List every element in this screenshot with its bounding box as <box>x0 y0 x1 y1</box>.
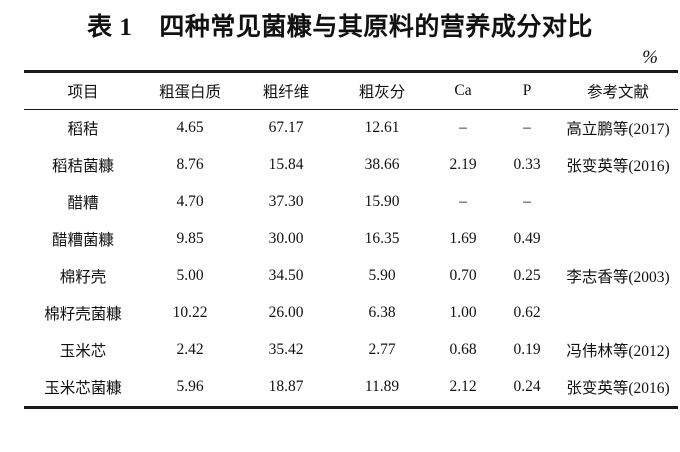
cell-crude-ash: 5.90 <box>368 267 396 284</box>
cell-crude-fiber: 18.87 <box>268 378 304 395</box>
cell-crude-ash: 38.66 <box>364 156 400 173</box>
cell-reference-merged: 李志香等(2003) <box>566 269 670 286</box>
cell-crude-protein: 5.00 <box>176 267 204 284</box>
cell-reference: 高立鹏等(2017) <box>566 121 670 138</box>
table-row: 稻秸菌糠 8.76 15.84 38.66 2.19 0.33 张变英等(201… <box>24 147 678 184</box>
page-title: 表 1 四种常见菌糠与其原料的营养成分对比 <box>87 14 593 41</box>
cell-crude-fiber: 34.50 <box>268 267 304 284</box>
table-row: 棉籽壳 5.00 34.50 5.90 0.70 0.25 <box>24 258 678 295</box>
cell-reference: 冯伟林等(2012) <box>566 343 670 360</box>
cell-crude-protein: 4.65 <box>176 119 204 136</box>
cell-ca: 2.12 <box>449 378 477 395</box>
column-header-p: P <box>522 81 532 99</box>
table-row: 棉籽壳菌糠 10.22 26.00 6.38 1.00 0.62 <box>24 295 678 332</box>
cell-ca: 1.69 <box>449 230 477 247</box>
cell-crude-fiber: 67.17 <box>268 119 304 136</box>
table-container: 项目 粗蛋白质 粗纤维 粗灰分 Ca P 参考文献 稻秸 4.65 67.17 … <box>24 70 678 409</box>
cell-crude-fiber: 35.42 <box>268 341 304 358</box>
column-header-reference: 参考文献 <box>586 83 649 101</box>
cell-ca: 2.19 <box>449 156 477 173</box>
cell-item: 稻秸菌糠 <box>51 158 114 175</box>
cell-crude-protein: 9.85 <box>176 230 204 247</box>
cell-reference: 张变英等(2016) <box>566 158 670 175</box>
cell-item: 棉籽壳菌糠 <box>44 306 122 323</box>
column-header-crude-fiber: 粗纤维 <box>262 83 310 101</box>
cell-ca: 1.00 <box>449 304 477 321</box>
cell-crude-ash: 6.38 <box>368 304 396 321</box>
cell-crude-protein: 2.42 <box>176 341 204 358</box>
cell-crude-ash: 16.35 <box>364 230 400 247</box>
cell-crude-protein: 10.22 <box>172 304 208 321</box>
cell-p: – <box>523 119 531 136</box>
table-body: 稻秸 4.65 67.17 12.61 – – 高立鹏等(2017) 稻秸菌糠 … <box>24 109 678 407</box>
cell-reference: 张变英等(2016) <box>566 380 670 397</box>
cell-crude-protein: 8.76 <box>176 156 204 173</box>
cell-p: 0.49 <box>513 230 541 247</box>
nutrient-composition-table: 项目 粗蛋白质 粗纤维 粗灰分 Ca P 参考文献 稻秸 4.65 67.17 … <box>24 70 678 409</box>
cell-ca: – <box>459 119 467 136</box>
cell-p: 0.62 <box>513 304 541 321</box>
cell-item: 醋糟菌糠 <box>51 232 114 249</box>
table-row: 玉米芯菌糠 5.96 18.87 11.89 2.12 0.24 张变英等(20… <box>24 369 678 407</box>
cell-item: 醋糟 <box>67 195 99 212</box>
cell-p: 0.33 <box>513 156 541 173</box>
cell-p: 0.25 <box>513 267 541 284</box>
cell-crude-fiber: 37.30 <box>268 193 304 210</box>
column-header-item: 项目 <box>67 83 99 101</box>
column-header-ca: Ca <box>454 81 472 99</box>
cell-reference <box>558 184 678 221</box>
table-row: 醋糟菌糠 9.85 30.00 16.35 1.69 0.49 李志香等(200… <box>24 221 678 286</box>
cell-item: 稻秸 <box>67 121 99 138</box>
cell-p: 0.19 <box>513 341 541 358</box>
table-header-row: 项目 粗蛋白质 粗纤维 粗灰分 Ca P 参考文献 <box>24 71 678 109</box>
cell-item: 玉米芯菌糠 <box>44 380 122 397</box>
cell-crude-ash: 2.77 <box>368 341 396 358</box>
cell-ca: 0.70 <box>449 267 477 284</box>
cell-crude-fiber: 15.84 <box>268 156 304 173</box>
cell-p: – <box>523 193 531 210</box>
column-header-crude-protein: 粗蛋白质 <box>158 83 221 101</box>
cell-crude-ash: 11.89 <box>364 378 400 395</box>
table-row: 稻秸 4.65 67.17 12.61 – – 高立鹏等(2017) <box>24 109 678 147</box>
cell-crude-ash: 15.90 <box>364 193 400 210</box>
cell-crude-fiber: 30.00 <box>268 230 304 247</box>
cell-p: 0.24 <box>513 378 541 395</box>
cell-ca: 0.68 <box>449 341 477 358</box>
table-row: 醋糟 4.70 37.30 15.90 – – <box>24 184 678 221</box>
cell-ca: – <box>459 193 467 210</box>
column-header-crude-ash: 粗灰分 <box>358 83 406 101</box>
cell-crude-ash: 12.61 <box>364 119 400 136</box>
cell-item: 棉籽壳 <box>59 269 107 286</box>
cell-crude-fiber: 26.00 <box>268 304 304 321</box>
cell-crude-protein: 5.96 <box>176 378 204 395</box>
cell-item: 玉米芯 <box>59 343 107 360</box>
cell-crude-protein: 4.70 <box>176 193 204 210</box>
table-row: 玉米芯 2.42 35.42 2.77 0.68 0.19 冯伟林等(2012) <box>24 332 678 369</box>
unit-label: % <box>642 46 658 68</box>
